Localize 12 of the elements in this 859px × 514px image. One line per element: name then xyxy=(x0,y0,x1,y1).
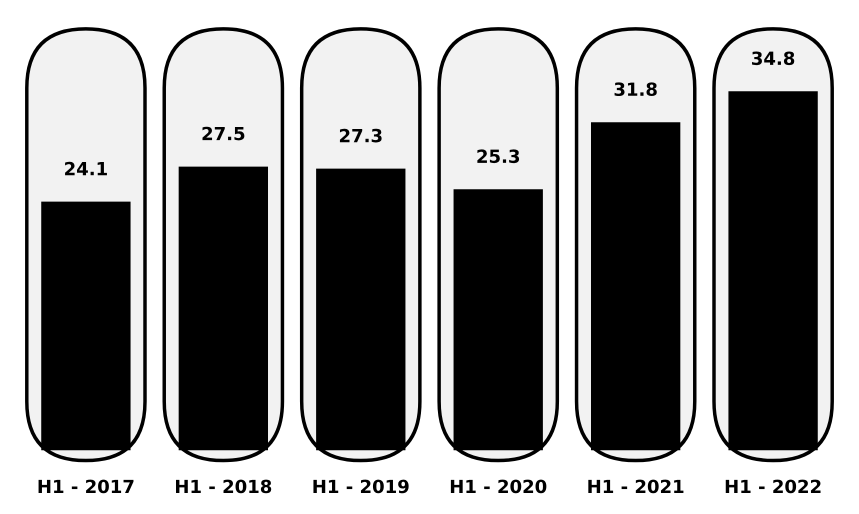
x-tick-label: H1 - 2017 xyxy=(38,480,134,494)
data-label: 34.8 xyxy=(752,51,794,66)
x-tick-label: H1 - 2018 xyxy=(176,480,272,494)
data-label: 27.5 xyxy=(202,126,244,140)
x-tick-label: H1 - 2022 xyxy=(726,480,821,494)
data-label: 27.3 xyxy=(340,128,382,142)
data-label: 31.8 xyxy=(614,82,657,96)
data-label: 25.3 xyxy=(477,149,520,164)
x-tick-label: H1 - 2019 xyxy=(313,480,409,494)
x-tick-label: H1 - 2021 xyxy=(588,480,684,494)
data-label: 24.1 xyxy=(65,162,107,176)
x-tick-label: H1 - 2020 xyxy=(450,480,546,494)
